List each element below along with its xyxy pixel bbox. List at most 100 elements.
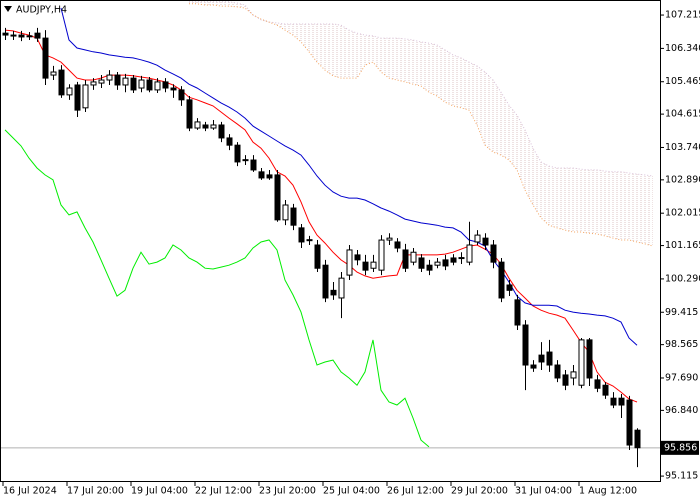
candle-body [218,124,225,139]
last-price-label: 95.856 [664,442,697,453]
candle-body [322,264,329,299]
candle-body [210,124,217,129]
cloud-layer [189,1,654,247]
candle-body [498,261,505,299]
candle-body [266,174,273,179]
candle-body [50,71,57,76]
y-tick-label: 95.115 [665,471,698,482]
candle-body [162,81,169,89]
candle-body [370,261,377,269]
candle-body [42,37,49,79]
candle-body [154,81,161,91]
candle-body [202,124,209,129]
y-tick-label: 102.015 [665,208,700,219]
candle-body [346,249,353,276]
candle-body [2,32,9,36]
y-tick-label: 104.615 [665,109,700,120]
candle-body [394,241,401,249]
candle-body [458,257,465,260]
menu-triangle[interactable] [4,6,12,12]
y-tick-label: 107.215 [665,10,700,21]
candle-body [514,299,521,326]
candle-body [34,32,41,39]
candle-body [634,429,641,449]
candle-body [98,79,105,84]
x-tick-label: 31 Jul 04:00 [515,486,572,497]
x-tick-label: 16 Jul 2024 [3,486,57,497]
candle-body [18,34,25,38]
candle-body [546,351,553,366]
y-tick-label: 100.290 [665,273,700,284]
candle-body [410,251,417,263]
cloud-upper-line [189,1,654,177]
candle-body [90,81,97,86]
candle-body [138,79,145,89]
x-tick-label: 29 Jul 20:00 [451,486,508,497]
candle-body [314,244,321,269]
candle-body [194,121,201,129]
y-tick-label: 103.740 [665,142,700,153]
candle-body [442,259,449,267]
last-price-box [661,440,699,455]
candle-body [290,207,297,226]
candle-body [570,371,577,379]
candle-body [562,374,569,386]
candle-body [386,237,393,241]
candle-body [538,354,545,363]
y-tick-label: 105.465 [665,76,700,87]
axes-layer: 107.215 106.340 105.465 104.615 103.740 102.8… [2,10,700,497]
candle-body [58,69,65,96]
cloud-lower-line [189,3,654,247]
indicator-line [60,7,638,346]
candle-body [186,99,193,129]
candle-body [170,87,177,91]
candle-body [378,239,385,271]
candle-body [450,257,457,263]
candle-body [554,364,561,379]
candle-body [306,239,313,242]
y-tick-label: 99.415 [665,307,698,318]
candle-body [82,84,89,109]
x-tick-label: 22 Jul 12:00 [195,486,252,497]
candle-body [602,384,609,396]
candle-body [362,261,369,271]
candle-body [282,204,289,221]
candle-body [26,35,33,38]
candle-body [466,244,473,263]
candle-body [434,261,441,266]
candle-body [490,244,497,263]
candle-body [402,249,409,269]
candle-body [330,289,337,296]
y-tick-label: 98.565 [665,339,698,350]
candle-body [226,137,233,146]
candle-body [298,227,305,243]
candle-body [426,264,433,271]
candle-body [354,254,361,261]
x-tick-label: 17 Jul 20:00 [67,486,124,497]
candle-body [530,364,537,369]
candle-body [242,159,249,162]
candle-body [178,89,185,101]
candles-layer [2,27,641,468]
candle-body [146,79,153,91]
candle-body [578,339,585,386]
y-tick-label: 102.890 [665,174,700,185]
x-tick-label: 25 Jul 04:00 [323,486,380,497]
plot-frame [0,0,661,482]
candle-body [418,257,425,269]
candle-body [274,174,281,221]
candle-body [122,77,129,86]
candle-body [594,379,601,389]
x-tick-label: 19 Jul 04:00 [131,486,188,497]
candle-body [618,397,625,406]
y-tick-label: 101.165 [665,240,700,251]
candle-body [522,324,529,366]
candle-body [114,74,121,86]
candle-body [482,237,489,246]
candle-body [610,397,617,406]
candle-body [338,277,345,299]
y-tick-label: 106.340 [665,43,700,54]
x-tick-label: 23 Jul 20:00 [259,486,316,497]
